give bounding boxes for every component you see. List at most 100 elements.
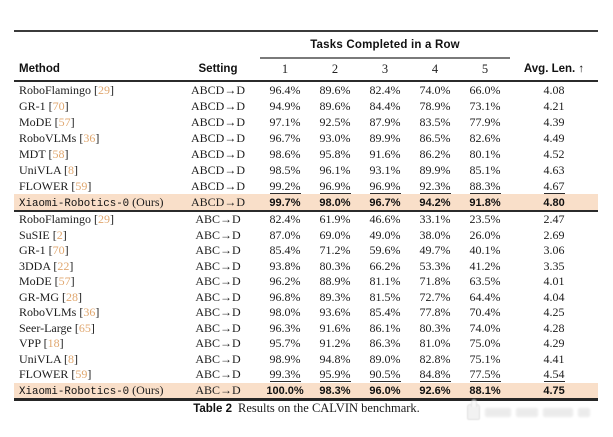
citation-number[interactable]: 29 [98, 82, 111, 97]
citation-number[interactable]: 8 [68, 351, 74, 366]
citation-ref[interactable]: [70] [45, 98, 69, 113]
task-1-value: 96.2% [269, 274, 301, 289]
avg-len-value: 4.41 [543, 351, 565, 366]
citation-ref[interactable]: [8] [61, 351, 78, 366]
citation-number[interactable]: 70 [52, 243, 65, 258]
table-row: Xiaomi-Robotics-0 (Ours) ABC→D 100.0% 98.3%… [14, 382, 599, 400]
avg-len-value: 4.04 [543, 289, 565, 304]
task-1-value: 85.4% [269, 243, 301, 258]
citation-ref[interactable]: [29] [91, 212, 115, 227]
avg-len-value: 4.39 [543, 114, 565, 129]
table-row: VPP [18] ABC→D 95.7% 91.2% 86.3% 81.0% 75.0% 4.… [14, 336, 598, 352]
citation-number[interactable]: 70 [52, 98, 65, 113]
citation-ref[interactable]: [36] [76, 130, 100, 145]
citation-ref[interactable]: [8] [61, 162, 78, 177]
citation-ref[interactable]: [65] [71, 320, 95, 335]
table-row: Xiaomi-Robotics-0 (Ours) ABCD→D 99.7% 98.0%… [14, 194, 599, 211]
citation-ref[interactable]: [22] [50, 258, 74, 273]
task-1-value: 87.0% [269, 227, 301, 242]
method-label: 3DDA [19, 258, 51, 273]
citation-ref[interactable]: [70] [45, 243, 69, 258]
task-3-value: 89.9% [369, 130, 401, 145]
citation-ref[interactable]: [36] [76, 305, 100, 320]
method-name: GR-1 [70] [14, 98, 176, 114]
avg-len-value: 4.67 [543, 178, 565, 194]
citation-ref[interactable]: [58] [45, 146, 69, 161]
method-label: RoboFlamingo [19, 212, 92, 227]
task-3-value: 96.0% [360, 382, 410, 400]
citation-ref[interactable]: [57] [51, 114, 75, 129]
citation-number[interactable]: 59 [75, 178, 88, 193]
citation-number[interactable]: 28 [66, 289, 79, 304]
citation-number[interactable]: 59 [75, 367, 88, 382]
task-4-value: 74.0% [419, 82, 451, 97]
col-header-task-4: 4 [431, 62, 439, 76]
citation-ref[interactable]: [18] [40, 336, 64, 351]
task-3-value: 81.1% [369, 274, 401, 289]
setting-value: ABCD→D [176, 194, 260, 211]
task-1-value: 98.0% [269, 305, 301, 320]
table-row: RoboFlamingo [29] ABC→D 82.4% 61.9% 46.6% 33.… [14, 211, 598, 228]
citation-number[interactable]: 58 [52, 146, 65, 161]
method-label: FLOWER [19, 178, 69, 193]
citation-ref[interactable]: [28] [59, 289, 83, 304]
table-row: FLOWER [59] ABCD→D 99.2% 96.9% 96.9% 92.3% 88.… [14, 178, 598, 194]
citation-number[interactable]: 57 [58, 114, 71, 129]
citation-ref[interactable]: [57] [51, 274, 75, 289]
citation-number[interactable]: 18 [47, 336, 60, 351]
task-4-value: 84.8% [419, 367, 451, 383]
task-4-value: 81.0% [419, 336, 451, 351]
group-header-tasks-completed: Tasks Completed in a Row [260, 31, 511, 59]
setting-value: ABC→D [195, 351, 241, 366]
method-name: SuSIE [2] [14, 228, 176, 244]
task-3-value: 89.0% [369, 351, 401, 366]
method-label: Xiaomi-Robotics-0 [19, 385, 130, 398]
method-label: MoDE [19, 274, 52, 289]
citation-ref[interactable]: [59] [68, 367, 92, 382]
task-2-value: 96.9% [319, 178, 351, 194]
task-5-value: 40.1% [469, 243, 501, 258]
setting-value: ABC→D [195, 227, 241, 242]
avg-len-value: 4.01 [543, 274, 565, 289]
citation-number[interactable]: 22 [57, 258, 70, 273]
task-5-value: 63.5% [469, 274, 501, 289]
method-label: GR-1 [19, 243, 46, 258]
task-1-value: 98.9% [269, 351, 301, 366]
method-name: Xiaomi-Robotics-0 (Ours) [14, 382, 176, 400]
avg-len-value: 2.47 [543, 212, 565, 227]
citation-number[interactable]: 36 [83, 130, 96, 145]
task-5-value: 41.2% [469, 258, 501, 273]
task-5-value: 82.6% [469, 130, 501, 145]
setting-value: ABC→D [195, 258, 241, 273]
citation-number[interactable]: 36 [83, 305, 96, 320]
method-label: UniVLA [19, 162, 61, 177]
task-1-value: 100.0% [260, 382, 310, 400]
task-3-value: 93.1% [369, 162, 401, 177]
task-4-value: 92.6% [410, 382, 460, 400]
citation-number[interactable]: 65 [78, 320, 91, 335]
task-2-value: 71.2% [319, 243, 351, 258]
task-4-value: 33.1% [419, 212, 451, 227]
citation-ref[interactable]: [29] [91, 82, 115, 97]
method-label: SuSIE [19, 227, 50, 242]
task-2-value: 89.6% [319, 82, 351, 97]
method-name: GR-1 [70] [14, 243, 176, 259]
task-4-value: 77.8% [419, 305, 451, 320]
task-1-value: 96.3% [269, 320, 301, 335]
group-header-spacer-left [14, 31, 260, 58]
citation-number[interactable]: 2 [56, 227, 63, 242]
task-4-value: 53.3% [419, 258, 451, 273]
citation-number[interactable]: 57 [58, 274, 71, 289]
avg-len-value: 4.75 [510, 382, 599, 400]
task-1-value: 97.1% [269, 114, 301, 129]
group-header-spacer-right [510, 31, 598, 58]
table-row: RoboVLMs [36] ABC→D 98.0% 93.6% 85.4% 77.8% 70… [14, 305, 598, 321]
setting-value: ABC→D [195, 212, 241, 227]
task-5-value: 26.0% [469, 227, 501, 242]
section-abc-to-d: RoboFlamingo [29] ABC→D 82.4% 61.9% 46.6% 33.… [14, 211, 599, 400]
task-1-value: 99.7% [260, 194, 310, 211]
citation-ref[interactable]: [2] [49, 227, 67, 242]
citation-number[interactable]: 29 [98, 212, 111, 227]
citation-ref[interactable]: [59] [68, 178, 92, 193]
citation-number[interactable]: 8 [68, 162, 74, 177]
